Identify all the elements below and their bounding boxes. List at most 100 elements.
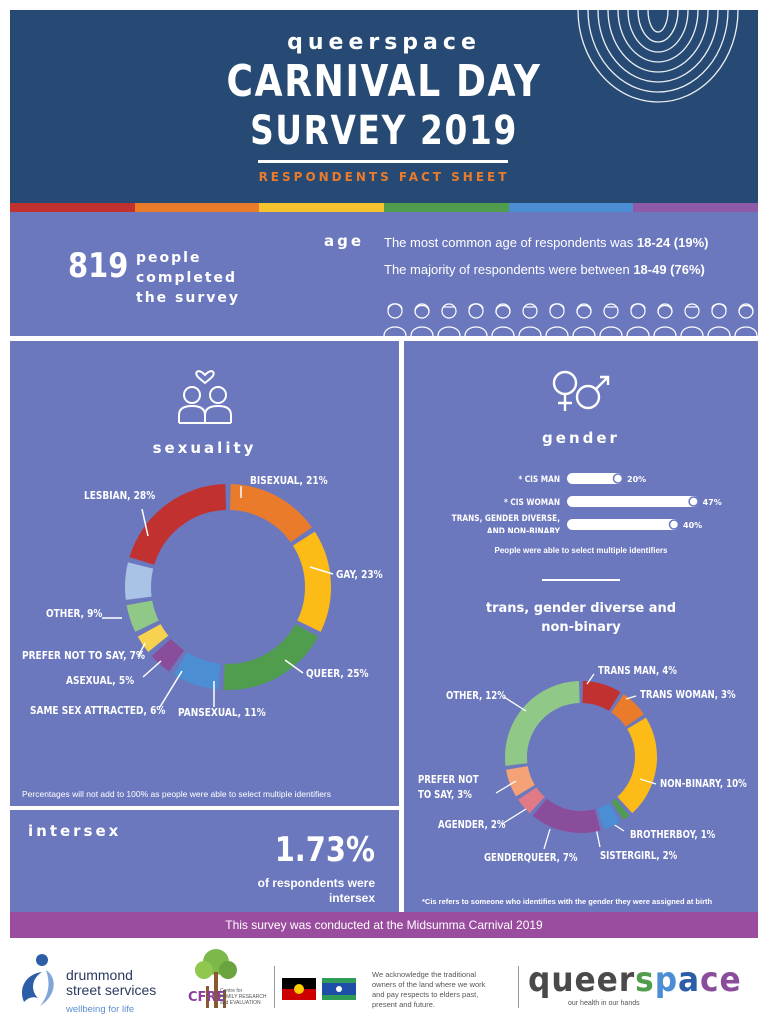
stripe-yellow [259,203,385,212]
ack-line4: present and future. [372,1000,435,1009]
cis-note: *Cis refers to someone who identifies wi… [422,897,713,906]
respondent-count-text: people completed the survey [136,248,240,308]
sexuality-slice-label: GAY, 23% [336,569,383,581]
logo-strip: drummond street services wellbeing for l… [10,938,758,1024]
sexuality-slice [292,531,331,632]
age-line2-text: The majority of respondents were between [384,262,630,277]
gender-symbols-icon [552,370,610,411]
gender-bar-value: 47% [703,498,722,507]
gender-bar-end [612,473,624,484]
arc-decoration-icon [577,10,739,103]
sexuality-slice [173,652,222,690]
sexuality-slice-label: BISEXUAL, 21% [250,475,328,487]
dss-tagline: wellbeing for life [66,1004,135,1015]
gender-bar [567,496,699,507]
people-illustration-icon [383,303,758,336]
sexuality-slice-label: QUEER, 25% [306,668,369,680]
sexuality-slice-label: OTHER, 9% [46,608,102,620]
tgd-slice-label: TRANS MAN, 4% [598,665,677,677]
person-icon [491,303,515,336]
intersex-value: 1.73% [274,830,375,870]
queerspace-logo-letter: c [700,960,720,1000]
logo-divider-1 [274,966,275,1008]
intersex-heading: intersex [28,822,122,840]
respondent-count: 819 [68,246,129,286]
sexuality-leader-line [142,660,162,678]
acknowledgement: We acknowledge the traditional owners of… [372,970,485,1010]
gender-bar [567,519,679,530]
dss-logo-icon [22,954,54,1006]
ack-line3: and pay respects to elders past, [372,990,479,999]
sexuality-slice-label: PANSEXUAL, 11% [178,707,266,719]
gender-bar-label: * CIS MAN [518,473,560,484]
person-icon [680,303,704,336]
tgd-slice-label: PREFER NOT [418,774,479,786]
stripe-orange [134,203,260,212]
sexuality-note: Percentages will not add to 100% as peop… [22,789,332,799]
person-icon [383,303,407,336]
intersex-panel: intersex 1.73% of respondents were inter… [10,810,399,912]
age-heading: age [324,232,365,250]
person-icon [572,303,596,336]
intersex-text-line2: intersex [328,891,375,905]
intersex-text: of respondents were intersex [258,876,375,906]
tgd-slice [597,803,621,830]
sexuality-slice [229,484,312,543]
gender-note: People were able to select multiple iden… [494,546,668,555]
gender-bar-chart: 20% 47% 40% * CIS MAN * CIS WOMAN TRANS, GEND… [452,473,722,533]
tgd-slice-label: TRANS WOMAN, 3% [640,689,736,701]
person-icon [518,303,542,336]
count-text-line2: completed [136,270,238,286]
page-subtitle: RESPONDENTS FACT SHEET [258,170,510,184]
sexuality-leader-line [159,670,183,708]
logo-divider-2 [518,966,519,1008]
cfre-text: Centre for FAMILY RESEARCH and EVALUATIO… [220,988,267,1006]
person-icon [599,303,623,336]
ack-line1: We acknowledge the traditional [372,970,477,979]
queerspace-logo-letter: q [528,960,552,1000]
gender-panel: gender 20% 47% 40% * CIS MAN * CIS WOMAN TRAN… [404,341,758,912]
sexuality-leader-line [137,642,146,658]
cfre-line1: Centre for [220,988,243,994]
person-icon [653,303,677,336]
rainbow-stripe [10,203,759,212]
sexuality-panel: sexuality BISEXUAL, 21% GAY, 23% QUEER, 25… [10,341,399,806]
stripe-blue [508,203,634,212]
tgd-heading: trans, gender diverse and non-binary [404,599,758,637]
age-line1: The most common age of respondents was 1… [384,235,708,250]
ack-line2: owners of the land where we work [372,980,486,989]
gender-divider [542,579,620,581]
sexuality-leader-line [284,659,304,674]
queerspace-logo-letter: s [635,960,655,1000]
title-divider [258,160,508,163]
queerspace-tagline: our health in our hands [568,1000,640,1007]
gender-bar-value: 40% [683,521,702,530]
intersex-text-line1: of respondents were [257,876,375,890]
queerspace-logo-letter: u [551,960,575,1000]
count-text-line1: people [136,250,202,266]
person-icon [734,303,758,336]
sexuality-leader-line [309,566,334,575]
sexuality-donut-chart: BISEXUAL, 21% GAY, 23% QUEER, 25% PANSEXUAL… [22,475,383,719]
cfre-abbr: CFRE [188,990,226,1005]
page-title-line2: SURVEY 2019 [250,108,518,154]
queerspace-logo-letter: r [618,960,636,1000]
gender-bar-label: AND NON-BINARY [487,525,561,533]
tgd-slice [506,765,536,797]
tgd-slice [610,694,644,728]
tgd-slice-label: BROTHERBOY, 1% [630,829,716,841]
gender-bar-value: 20% [627,475,646,484]
sexuality-slice [137,623,169,653]
tgd-heading-line2: non-binary [541,620,621,635]
sexuality-slice-label: ASEXUAL, 5% [66,675,134,687]
dss-line1: drummond [66,967,133,983]
sexuality-slice-label: LESBIAN, 28% [84,490,155,502]
gender-bar-label: * CIS WOMAN [504,496,560,507]
couple-heart-icon [178,370,232,424]
tgd-leader-line [501,808,527,825]
gender-bar [567,473,623,484]
gender-bar-label: TRANS, GENDER DIVERSE, [452,512,560,523]
queerspace-logo-letter: e [596,960,619,1000]
queerspace-logo-letter: p [654,960,679,1000]
tgd-leader-line [586,673,595,685]
